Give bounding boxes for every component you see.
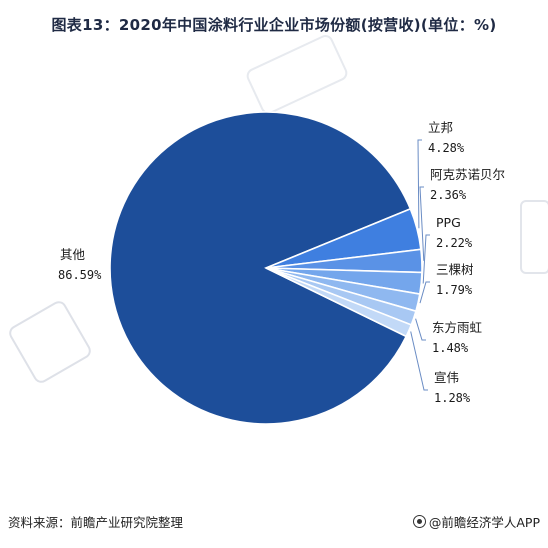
watermark-seal: [520, 200, 548, 274]
slice-value-3: 2.22%: [436, 236, 473, 250]
credit: @前瞻经济学人APP: [412, 512, 540, 531]
credit-text: @前瞻经济学人APP: [428, 515, 540, 530]
slice-value-4: 1.79%: [436, 283, 473, 297]
slice-label-6: 宣伟: [434, 370, 459, 385]
slice-label-3: PPG: [436, 215, 461, 230]
slice-label-0: 其他: [60, 247, 86, 262]
pie-slice-6: [265, 267, 413, 338]
leader-line-1: [417, 139, 422, 229]
slice-label-4: 三棵树: [436, 262, 474, 277]
slice-label-5: 东方雨虹: [432, 320, 483, 335]
slice-value-0: 86.59%: [58, 268, 102, 282]
source-note: 资料来源：前瞻产业研究院整理: [8, 515, 184, 530]
slice-label-2: 阿克苏诺贝尔: [430, 167, 505, 182]
leader-line-4: [419, 281, 430, 304]
leader-line-5: [415, 318, 426, 341]
slice-label-1: 立邦: [428, 120, 453, 135]
leader-line-2: [419, 186, 425, 261]
leader-line-6: [410, 331, 428, 391]
leader-line-3: [422, 234, 430, 284]
slice-value-5: 1.48%: [432, 341, 469, 355]
slice-value-6: 1.28%: [434, 391, 471, 405]
chart-title: 图表13：2020年中国涂料行业企业市场份额(按营收)(单位：%): [51, 16, 497, 34]
slice-value-2: 2.36%: [430, 188, 467, 202]
pie-slice-0: [109, 111, 412, 425]
slice-value-1: 4.28%: [428, 141, 465, 155]
brand-logo-icon: [412, 515, 426, 528]
